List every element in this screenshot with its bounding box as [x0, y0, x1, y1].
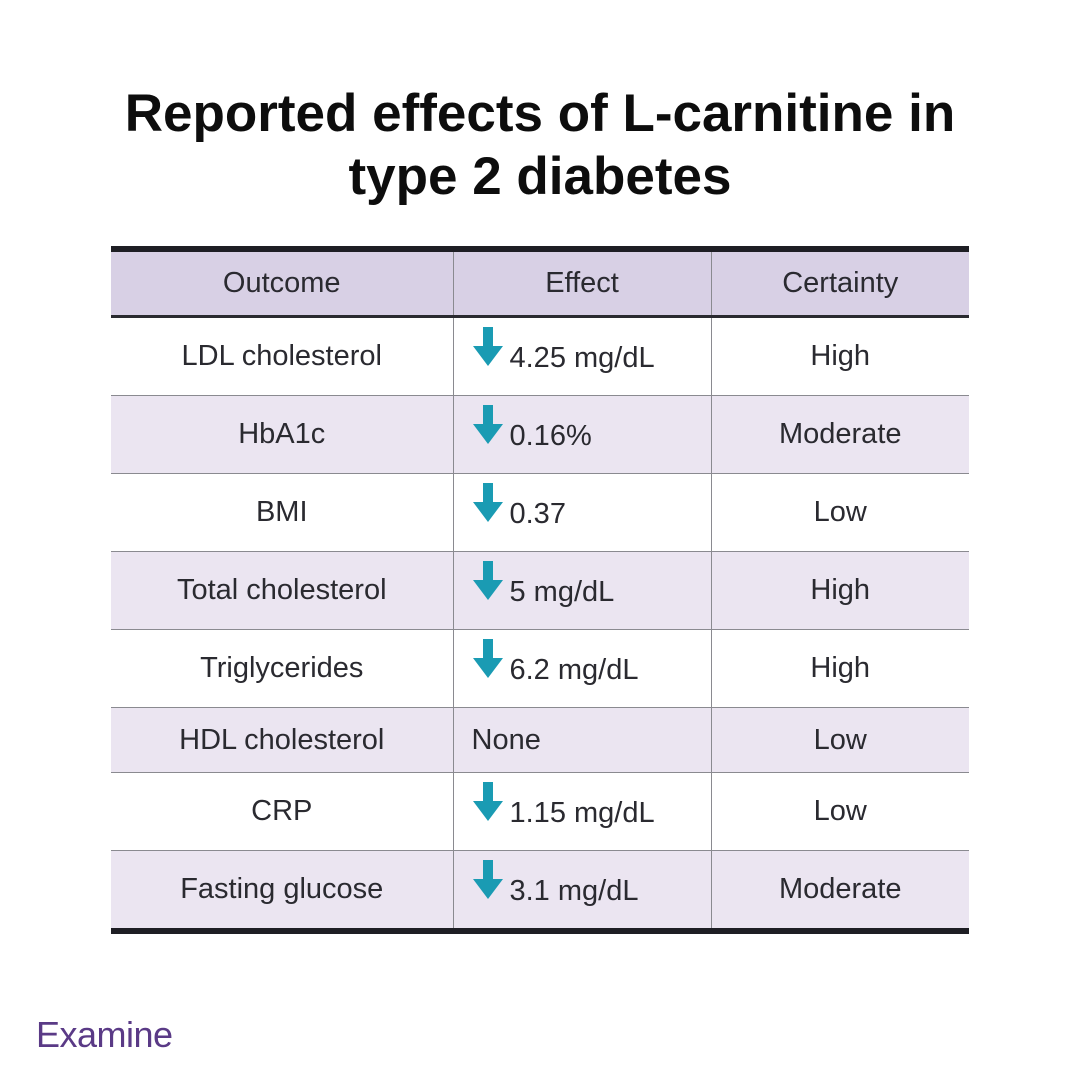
table-row: CRP 1.15 mg/dL Low — [111, 772, 969, 851]
arrow-down-icon — [472, 638, 504, 679]
effect-value: 5 mg/dL — [509, 575, 615, 608]
effect-cell: 4.25 mg/dL — [452, 316, 712, 396]
effect-content: 6.2 mg/dL — [472, 638, 639, 686]
certainty-cell: Low — [710, 772, 969, 851]
header-row: Outcome Effect Certainty — [111, 249, 969, 318]
title-line-1: Reported effects of L-carnitine in — [124, 84, 956, 143]
examine-logo: Examine — [36, 1014, 173, 1055]
outcome-cell: HDL cholesterol — [111, 707, 454, 773]
effect-cell: 1.15 mg/dL — [452, 772, 712, 851]
outcome-cell: Triglycerides — [111, 629, 454, 708]
table-row: Total cholesterol 5 mg/dL High — [111, 551, 969, 630]
title-line-2: type 2 diabetes — [348, 147, 732, 206]
effect-content: 1.15 mg/dL — [472, 781, 655, 829]
effect-value: 6.2 mg/dL — [509, 653, 639, 686]
outcome-cell: HbA1c — [111, 395, 454, 474]
header-effect: Effect — [452, 249, 712, 318]
certainty-cell: Moderate — [710, 395, 969, 474]
effect-content: 5 mg/dL — [472, 560, 615, 608]
effect-cell: None — [452, 707, 712, 773]
effect-cell: 6.2 mg/dL — [452, 629, 712, 708]
table-row: LDL cholesterol 4.25 mg/dL High — [111, 316, 969, 396]
outcome-cell: CRP — [111, 772, 454, 851]
table-header: Outcome Effect Certainty — [111, 249, 969, 318]
effect-content: 0.37 — [472, 482, 566, 530]
table-row: HbA1c 0.16% Moderate — [111, 395, 969, 474]
arrow-down-icon — [472, 326, 504, 367]
outcome-cell: LDL cholesterol — [111, 316, 454, 396]
outcome-cell: BMI — [111, 473, 454, 552]
effects-table: Outcome Effect Certainty LDL cholesterol… — [111, 246, 969, 934]
certainty-cell: High — [710, 551, 969, 630]
header-outcome: Outcome — [111, 249, 454, 318]
table-row: Triglycerides 6.2 mg/dL High — [111, 629, 969, 708]
table-row: HDL cholesterol None Low — [111, 707, 969, 773]
certainty-cell: Low — [710, 473, 969, 552]
certainty-cell: High — [710, 629, 969, 708]
arrow-down-icon — [472, 482, 504, 523]
effect-cell: 5 mg/dL — [452, 551, 712, 630]
table-body: LDL cholesterol 4.25 mg/dL High HbA1c 0.16% M… — [111, 316, 969, 931]
effect-content: 0.16% — [472, 404, 592, 452]
effect-cell: 3.1 mg/dL — [452, 850, 712, 931]
effect-cell: 0.16% — [452, 395, 712, 474]
page-title: Reported effects of L-carnitine in type … — [40, 82, 1040, 208]
arrow-down-icon — [472, 404, 504, 445]
outcome-cell: Total cholesterol — [111, 551, 454, 630]
outcome-cell: Fasting glucose — [111, 850, 454, 931]
arrow-down-icon — [472, 560, 504, 601]
header-certainty: Certainty — [710, 249, 969, 318]
certainty-cell: High — [710, 316, 969, 396]
effect-value: None — [471, 723, 541, 756]
effect-value: 4.25 mg/dL — [509, 341, 655, 374]
effect-content: 4.25 mg/dL — [472, 326, 655, 374]
effect-content: 3.1 mg/dL — [472, 859, 639, 907]
effect-value: 0.16% — [509, 419, 592, 452]
arrow-down-icon — [472, 859, 504, 900]
effect-content: None — [472, 724, 541, 757]
certainty-cell: Moderate — [710, 850, 969, 931]
effect-value: 0.37 — [509, 497, 566, 530]
certainty-cell: Low — [710, 707, 969, 773]
arrow-down-icon — [472, 781, 504, 822]
effect-value: 1.15 mg/dL — [509, 796, 655, 829]
effect-value: 3.1 mg/dL — [509, 874, 639, 907]
table-row: BMI 0.37 Low — [111, 473, 969, 552]
table-row: Fasting glucose 3.1 mg/dL Moderate — [111, 850, 969, 931]
effect-cell: 0.37 — [452, 473, 712, 552]
